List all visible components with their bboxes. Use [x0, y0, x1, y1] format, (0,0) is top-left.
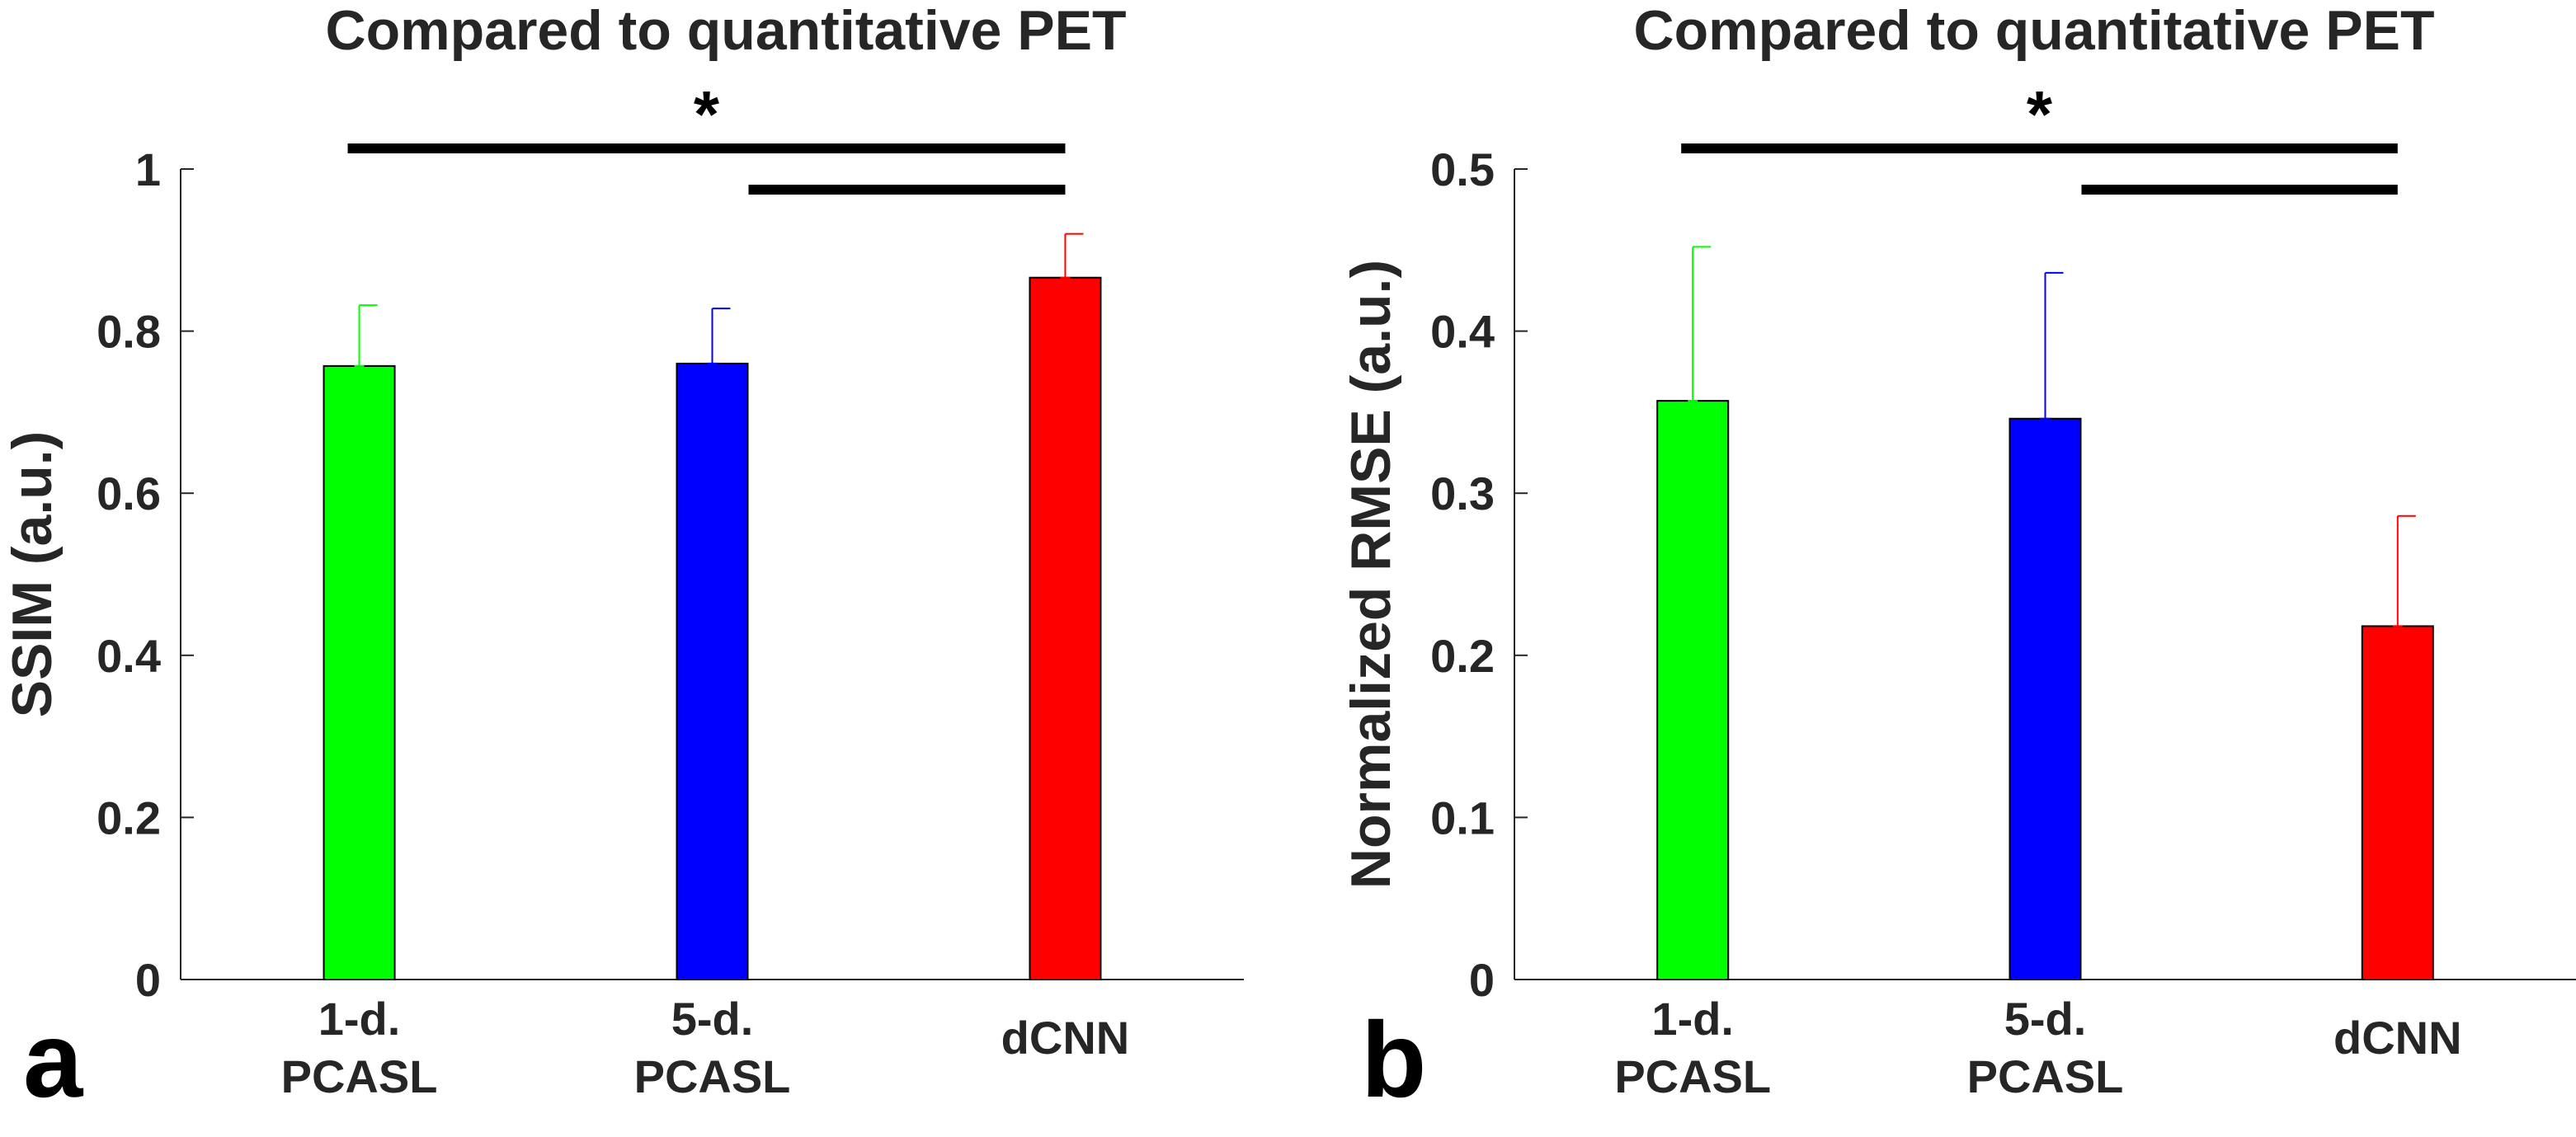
y-tick-label: 0.3 [1430, 467, 1495, 519]
y-axis-label: SSIM (a.u.) [1, 431, 64, 718]
y-tick-label: 1 [135, 143, 161, 195]
x-category-label-line: dCNN [2333, 1012, 2462, 1064]
panel-b: Compared to quantitative PET 0 0.1 0.2 0.3 0.… [1340, 0, 2576, 1120]
bar-2 [2361, 625, 2434, 980]
x-category-label: dCNN [1001, 1012, 1130, 1064]
y-tick-label: 0.4 [97, 630, 161, 682]
x-category-label: 5-d. PCASL [1967, 993, 2124, 1102]
significance-star: * [694, 78, 720, 151]
x-category-label-line: PCASL [1614, 1050, 1771, 1102]
y-axis-label: Normalized RMSE (a.u.) [1340, 260, 1402, 889]
y-tick-label: 0.2 [97, 792, 161, 843]
bar-1 [676, 362, 749, 981]
significance-star: * [2027, 78, 2053, 151]
x-category-label: 5-d. PCASL [634, 993, 791, 1102]
x-category-label: 1-d. PCASL [1614, 993, 1771, 1102]
y-tick-label: 0.6 [97, 467, 161, 519]
chart-title: Compared to quantitative PET [1634, 0, 2435, 62]
x-category-label-line: 1-d. [318, 993, 401, 1045]
x-category-label-line: dCNN [1001, 1012, 1130, 1064]
x-category-label-line: PCASL [634, 1050, 791, 1102]
panel-letter: b [1361, 999, 1426, 1120]
y-tick-label: 0.1 [1430, 792, 1495, 843]
x-category-label-line: 1-d. [1651, 993, 1734, 1045]
bar-2 [1029, 276, 1102, 980]
x-category-label-line: 5-d. [2004, 993, 2087, 1045]
bar-0 [1656, 400, 1730, 980]
x-category-label-line: PCASL [1967, 1050, 2124, 1102]
y-tick-label: 0.5 [1430, 143, 1495, 195]
x-category-label-line: 5-d. [671, 993, 754, 1045]
y-tick-label: 0.8 [97, 306, 161, 358]
panel-a: Compared to quantitative PET 0 0.2 0.4 0.6 0.… [1, 0, 1244, 1120]
y-tick-label: 0.2 [1430, 630, 1495, 682]
y-tick-label: 0.4 [1430, 306, 1495, 358]
x-category-label-line: PCASL [281, 1050, 438, 1102]
panel-letter: a [23, 999, 84, 1120]
x-category-label: 1-d. PCASL [281, 993, 438, 1102]
bar-1 [2009, 417, 2082, 981]
bar-0 [323, 364, 396, 980]
chart-title: Compared to quantitative PET [326, 0, 1127, 62]
x-category-label: dCNN [2333, 1012, 2462, 1064]
y-tick-label: 0 [135, 954, 161, 1006]
y-tick-label: 0 [1469, 954, 1495, 1006]
